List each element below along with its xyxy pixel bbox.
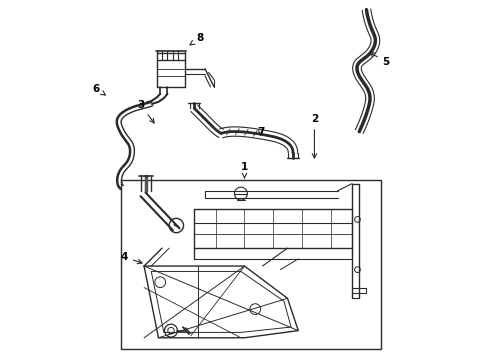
Text: 1: 1 (241, 162, 247, 178)
Bar (121, 180, 380, 348)
Text: 7: 7 (256, 127, 264, 136)
Text: 5: 5 (369, 53, 389, 67)
Text: 4: 4 (121, 252, 142, 264)
Text: 6: 6 (92, 84, 105, 95)
Text: 8: 8 (189, 33, 203, 45)
Text: 3: 3 (137, 100, 154, 123)
Text: 2: 2 (310, 114, 317, 158)
